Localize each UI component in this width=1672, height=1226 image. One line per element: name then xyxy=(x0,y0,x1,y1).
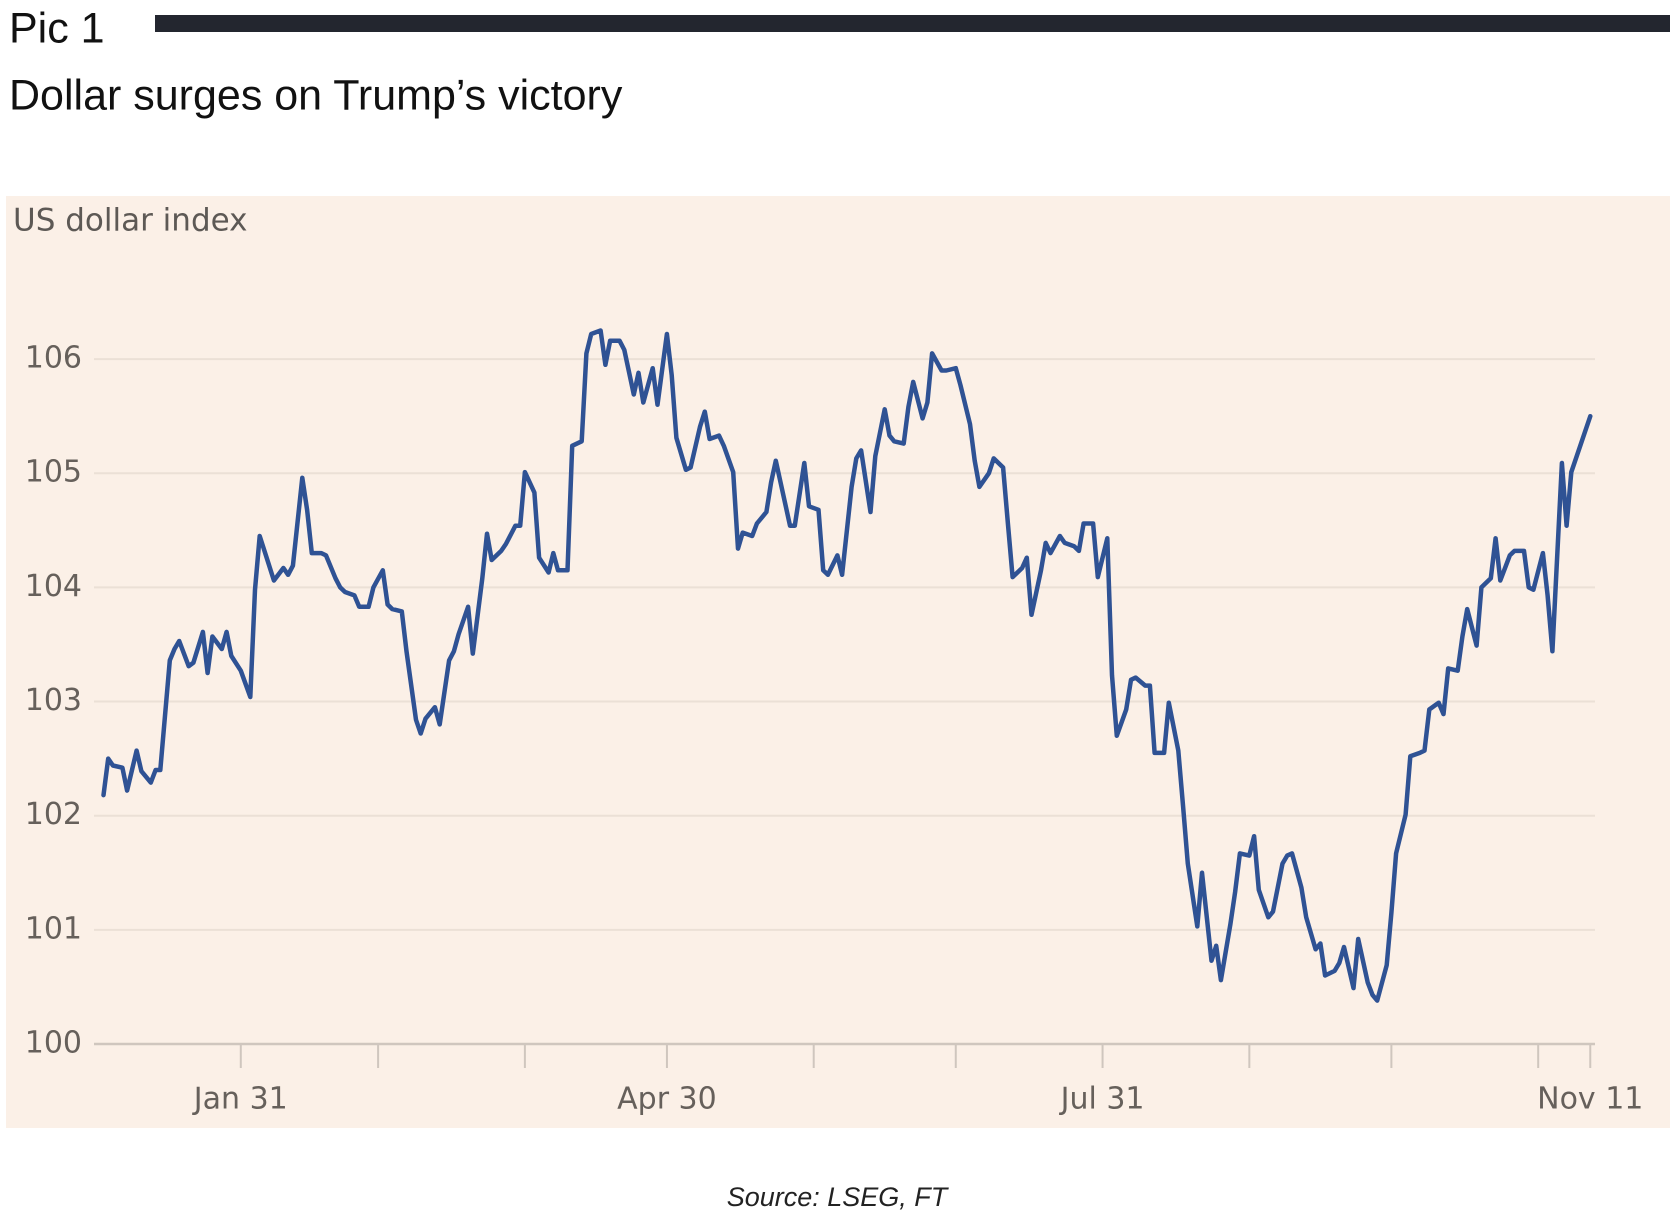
plot-panel xyxy=(6,196,1670,1128)
x-tick-label: Jan 31 xyxy=(192,1082,288,1117)
x-tick-label: Nov 11 xyxy=(1537,1082,1643,1117)
y-tick-label: 100 xyxy=(25,1026,82,1061)
y-tick-label: 103 xyxy=(25,683,82,718)
x-tick-label: Jul 31 xyxy=(1059,1082,1145,1117)
y-axis-label: US dollar index xyxy=(13,203,248,239)
chart-title: Dollar surges on Trump’s victory xyxy=(9,71,623,119)
y-tick-label: 105 xyxy=(25,455,82,490)
data-line xyxy=(101,328,1593,1003)
figure-label: Pic 1 xyxy=(9,4,105,52)
y-tick-label: 106 xyxy=(25,341,82,376)
y-tick-label: 102 xyxy=(25,797,82,832)
x-tick-label: Apr 30 xyxy=(617,1082,717,1117)
y-tick-label: 101 xyxy=(25,911,82,946)
y-tick-label: 104 xyxy=(25,569,82,604)
source: Source: LSEG, FT xyxy=(727,1182,950,1212)
header-bar xyxy=(155,15,1670,32)
